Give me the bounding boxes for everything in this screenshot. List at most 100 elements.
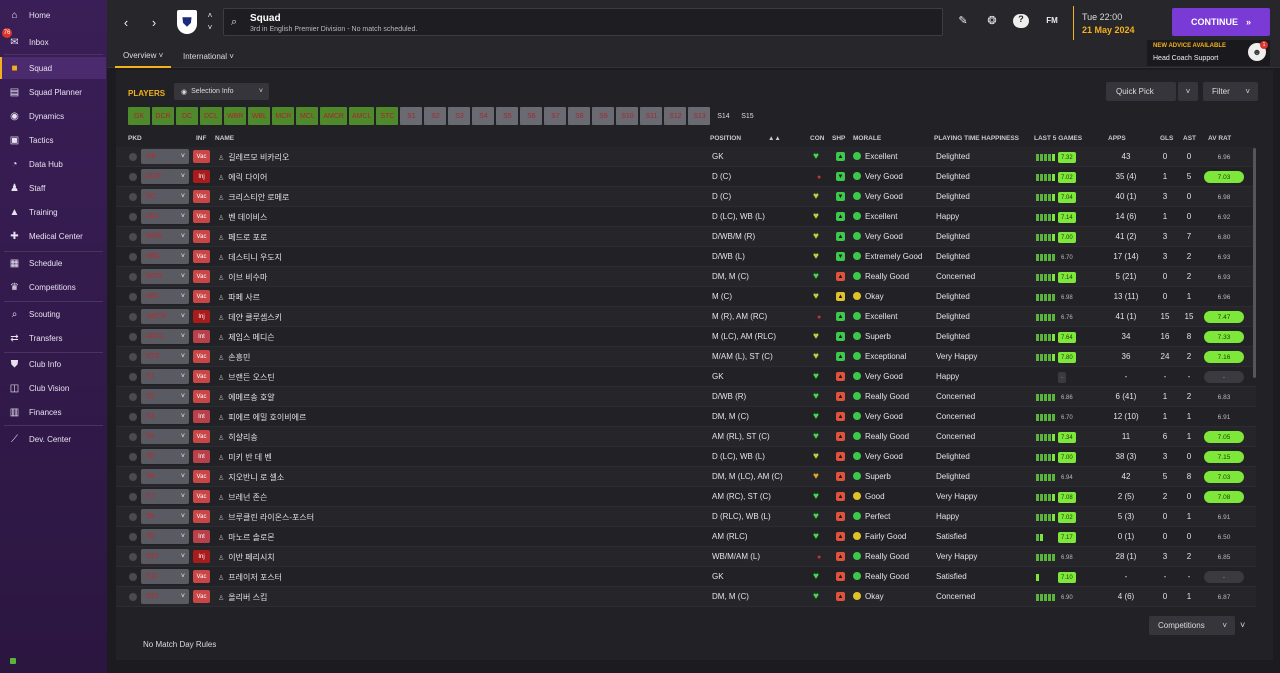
selection-info-button[interactable]: ◉ Selection Info ˅ <box>174 83 269 100</box>
player-name[interactable]: ♙ 올리버 스킵 <box>218 592 267 603</box>
select-checkbox[interactable] <box>129 393 137 401</box>
tab-international[interactable]: International ˅ <box>175 44 242 68</box>
col-pkd[interactable]: PKD <box>128 135 142 142</box>
select-checkbox[interactable] <box>129 293 137 301</box>
table-row[interactable]: S3 ˅ Int ♙ 피에르 에밀 호이비에르 DM, M (C) ♥ ▲ Very Good C… <box>116 407 1256 427</box>
table-row[interactable]: STC ˅ Vac ♙ 손흥민 M/AM (L), ST (C) ♥ ▲ Exceptional… <box>116 347 1256 367</box>
pkd-dropdown[interactable]: MCR ˅ <box>141 269 189 284</box>
position-chip-s12[interactable]: S12 <box>664 107 687 125</box>
player-name[interactable]: ♙ 미키 반 데 벤 <box>218 452 272 463</box>
table-row[interactable]: WBR ˅ Vac ♙ 페드로 포로 D/WB/M (R) ♥ ▲ Very Good Delig… <box>116 227 1256 247</box>
table-row[interactable]: MCR ˅ Vac ♙ 이브 비수마 DM, M (C) ♥ ▲ Really Good Conc… <box>116 267 1256 287</box>
table-row[interactable]: DCR ˅ Inj ♙ 에릭 다이어 D (C) ● ▼ Very Good Delighted 7… <box>116 167 1256 187</box>
pkd-dropdown[interactable]: S11 ˅ <box>141 569 189 584</box>
pkd-dropdown[interactable]: WBL ˅ <box>141 249 189 264</box>
player-name[interactable]: ♙ 프레이저 포스터 <box>218 572 282 583</box>
sidebar-item-scouting[interactable]: ⌕ Scouting <box>0 303 106 325</box>
sidebar-item-data-hub[interactable]: ◔ Data Hub <box>0 153 106 175</box>
col-happiness[interactable]: PLAYING TIME HAPPINESS <box>934 135 1019 142</box>
select-checkbox[interactable] <box>129 353 137 361</box>
sidebar-item-home[interactable]: ⌂ Home <box>0 4 106 26</box>
table-row[interactable]: GK ˅ Vac ♙ 길레르모 비카리오 GK ♥ ▲ Excellent Delighted 7.… <box>116 147 1256 167</box>
player-name[interactable]: ♙ 히샬리송 <box>218 432 258 443</box>
select-checkbox[interactable] <box>129 233 137 241</box>
select-checkbox[interactable] <box>129 253 137 261</box>
position-chip-wbr[interactable]: WBR <box>224 107 247 125</box>
sidebar-item-squad-planner[interactable]: ▤ Squad Planner <box>0 81 106 103</box>
pkd-dropdown[interactable]: WBR ˅ <box>141 229 189 244</box>
position-chip-s10[interactable]: S10 <box>616 107 639 125</box>
sidebar-item-club-info[interactable]: ⛊ Club Info <box>0 353 106 375</box>
table-row[interactable]: S9 ˅ Int ♙ 마노르 솔로몬 AM (RLC) ♥ ▲ Fairly Good Satis… <box>116 527 1256 547</box>
table-row[interactable]: S7 ˅ Vac ♙ 브레넌 존슨 AM (RC), ST (C) ♥ ▲ Good Very H… <box>116 487 1256 507</box>
continue-button[interactable]: CONTINUE » <box>1172 8 1270 36</box>
table-row[interactable]: S1 ˅ Vac ♙ 브랜든 오스틴 GK ♥ ▲ Very Good Happy - - - - - <box>116 367 1256 387</box>
select-checkbox[interactable] <box>129 493 137 501</box>
sidebar-item-dynamics[interactable]: ◉ Dynamics <box>0 105 106 127</box>
col-apps[interactable]: APPS <box>1108 135 1126 142</box>
position-chip-mcr[interactable]: MCR <box>272 107 295 125</box>
select-checkbox[interactable] <box>129 413 137 421</box>
position-chip-gk[interactable]: GK <box>128 107 150 125</box>
position-chip-mcl[interactable]: MCL <box>296 107 319 125</box>
sidebar-item-finances[interactable]: ▥ Finances <box>0 401 106 423</box>
col-morale[interactable]: MORALE <box>853 135 882 142</box>
chevron-down-icon[interactable]: ˅ <box>207 22 213 32</box>
pkd-dropdown[interactable]: GK ˅ <box>141 149 189 164</box>
table-row[interactable]: AMCR ˅ Inj ♙ 데얀 쿨루셉스키 M (R), AM (RC) ● ▲ Excelle… <box>116 307 1256 327</box>
col-gls[interactable]: GLS <box>1160 135 1174 142</box>
filter-button[interactable]: Filter ˅ <box>1203 82 1258 101</box>
pkd-dropdown[interactable]: S9 ˅ <box>141 529 189 544</box>
table-row[interactable]: S5 ˅ Int ♙ 미키 반 데 벤 D (LC), WB (L) ♥ ▲ Very Good… <box>116 447 1256 467</box>
select-checkbox[interactable] <box>129 533 137 541</box>
brain-icon[interactable]: ❂ <box>987 15 997 27</box>
position-chip-s4[interactable]: S4 <box>472 107 495 125</box>
select-checkbox[interactable] <box>129 553 137 561</box>
table-row[interactable]: S2 ˅ Vac ♙ 에메르송 호얄 D/WB (R) ♥ ▲ Really Good Conce… <box>116 387 1256 407</box>
position-chip-s14[interactable]: S14 <box>717 112 730 120</box>
player-name[interactable]: ♙ 손흥민 <box>218 352 250 363</box>
sidebar-item-inbox[interactable]: ✉ Inbox <box>0 31 106 53</box>
player-name[interactable]: ♙ 이브 비수마 <box>218 272 267 283</box>
pkd-dropdown[interactable]: S6 ˅ <box>141 469 189 484</box>
position-chip-s5[interactable]: S5 <box>496 107 519 125</box>
position-chip-s8[interactable]: S8 <box>568 107 591 125</box>
expand-chevron-icon[interactable]: ˅ <box>1240 620 1246 630</box>
pkd-dropdown[interactable]: S5 ˅ <box>141 449 189 464</box>
player-name[interactable]: ♙ 파페 사르 <box>218 292 260 303</box>
player-name[interactable]: ♙ 크리스티안 로메로 <box>218 192 289 203</box>
position-chip-dcr[interactable]: DCR <box>152 107 174 125</box>
position-chip-s7[interactable]: S7 <box>544 107 567 125</box>
sidebar-item-medical-center[interactable]: ✚ Medical Center <box>0 225 106 247</box>
pkd-dropdown[interactable]: AMCL ˅ <box>141 329 189 344</box>
position-chip-s3[interactable]: S3 <box>448 107 471 125</box>
player-name[interactable]: ♙ 에메르송 호얄 <box>218 392 275 403</box>
advice-panel[interactable]: NEW ADVICE AVAILABLE Head Coach Support … <box>1147 40 1270 66</box>
col-shp[interactable]: SHP <box>832 135 846 142</box>
competitions-button[interactable]: Competitions ˅ <box>1149 616 1235 635</box>
player-name[interactable]: ♙ 데얀 쿨루셉스키 <box>218 312 282 323</box>
select-checkbox[interactable] <box>129 433 137 441</box>
player-name[interactable]: ♙ 에릭 다이어 <box>218 172 267 183</box>
pkd-dropdown[interactable]: S10 ˅ <box>141 549 189 564</box>
player-name[interactable]: ♙ 브레넌 존슨 <box>218 492 267 503</box>
select-checkbox[interactable] <box>129 213 137 221</box>
pkd-dropdown[interactable]: S1 ˅ <box>141 369 189 384</box>
col-con[interactable]: CON <box>810 135 825 142</box>
pkd-dropdown[interactable]: S3 ˅ <box>141 409 189 424</box>
table-row[interactable]: WBL ˅ Vac ♙ 데스티니 우도지 D/WB (L) ♥ ▼ Extremely Good… <box>116 247 1256 267</box>
pkd-dropdown[interactable]: DC ˅ <box>141 189 189 204</box>
player-name[interactable]: ♙ 제임스 메디슨 <box>218 332 275 343</box>
sidebar-item-competitions[interactable]: ♛ Competitions <box>0 276 106 298</box>
chevron-up-icon[interactable]: ˄ <box>207 10 213 20</box>
back-button[interactable]: ‹ <box>123 14 129 30</box>
select-checkbox[interactable] <box>129 373 137 381</box>
pkd-dropdown[interactable]: S12 ˅ <box>141 589 189 604</box>
player-name[interactable]: ♙ 데스티니 우도지 <box>218 252 282 263</box>
position-chip-s9[interactable]: S9 <box>592 107 615 125</box>
pkd-dropdown[interactable]: AMCR ˅ <box>141 309 189 324</box>
sidebar-item-staff[interactable]: ♟ Staff <box>0 177 106 199</box>
select-checkbox[interactable] <box>129 273 137 281</box>
position-chip-s15[interactable]: S15 <box>741 112 754 120</box>
position-chip-amcr[interactable]: AMCR <box>320 107 347 125</box>
